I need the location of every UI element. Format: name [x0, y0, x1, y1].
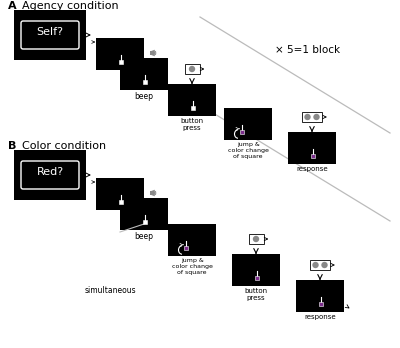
Bar: [255, 276, 259, 280]
Bar: [150, 52, 153, 55]
Text: Agency condition: Agency condition: [22, 1, 119, 11]
Text: button
press: button press: [180, 118, 204, 131]
Circle shape: [313, 114, 320, 120]
Bar: [14, 10, 86, 60]
Bar: [143, 220, 147, 224]
Bar: [319, 302, 323, 306]
Polygon shape: [150, 190, 155, 196]
Bar: [119, 60, 123, 64]
Bar: [191, 106, 195, 110]
Bar: [224, 108, 272, 140]
Bar: [150, 191, 153, 195]
Text: beep: beep: [134, 232, 154, 241]
Bar: [96, 178, 144, 210]
Bar: [168, 224, 216, 256]
Bar: [96, 38, 144, 70]
Polygon shape: [150, 50, 155, 56]
Text: Self?: Self?: [36, 27, 64, 37]
Text: simultaneous: simultaneous: [84, 286, 136, 295]
Bar: [311, 154, 315, 158]
Circle shape: [253, 236, 259, 242]
Bar: [310, 260, 330, 270]
Text: jump &
color change
of square: jump & color change of square: [228, 142, 268, 159]
Bar: [240, 130, 244, 134]
Bar: [168, 84, 216, 116]
Bar: [302, 112, 322, 122]
Text: response: response: [304, 314, 336, 320]
Bar: [248, 234, 264, 244]
Text: Color condition: Color condition: [22, 141, 106, 151]
Bar: [296, 280, 344, 312]
Bar: [143, 80, 147, 84]
Text: button
press: button press: [244, 288, 268, 301]
Circle shape: [189, 66, 195, 72]
Circle shape: [312, 262, 319, 268]
Bar: [119, 200, 123, 204]
Text: × 5=1 block: × 5=1 block: [276, 45, 340, 55]
Text: jump &
color change
of square: jump & color change of square: [172, 258, 212, 275]
Text: A: A: [8, 1, 17, 11]
Text: response: response: [296, 166, 328, 172]
Bar: [120, 58, 168, 90]
Circle shape: [304, 114, 311, 120]
Text: B: B: [8, 141, 16, 151]
Bar: [120, 198, 168, 230]
Text: Red?: Red?: [36, 167, 64, 177]
Bar: [184, 64, 200, 74]
Bar: [184, 246, 188, 250]
Text: beep: beep: [134, 92, 154, 101]
Bar: [232, 254, 280, 286]
Bar: [288, 132, 336, 164]
Bar: [14, 150, 86, 200]
Circle shape: [321, 262, 328, 268]
